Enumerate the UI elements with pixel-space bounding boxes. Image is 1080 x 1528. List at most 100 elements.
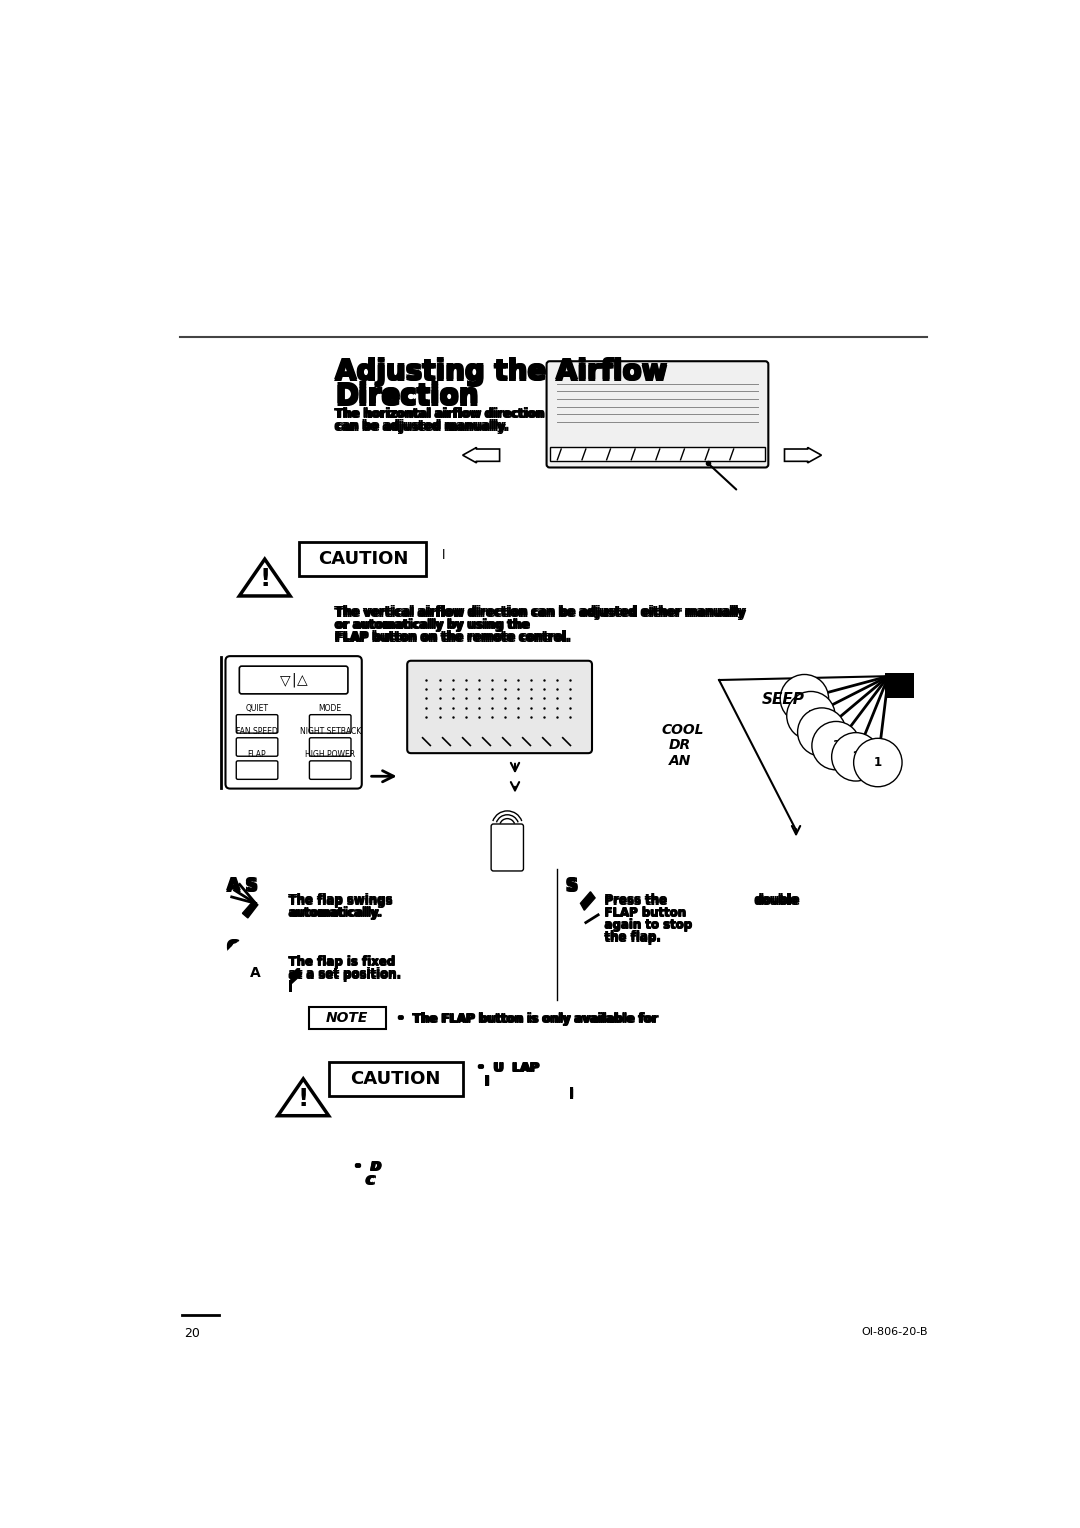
Text: FLAP: FLAP [247,750,267,759]
Text: Adjusting the Airflow: Adjusting the Airflow [336,359,669,387]
Text: FLAP button: FLAP button [605,908,687,920]
Text: •  The FLAP button is only available for: • The FLAP button is only available for [396,1012,657,1025]
Text: •  U  LAP: • U LAP [478,1060,540,1074]
Text: FLAP button on the remote control.: FLAP button on the remote control. [336,630,571,643]
Text: again to stop: again to stop [604,918,691,931]
Text: S: S [567,879,579,895]
Text: double: double [754,894,799,906]
Text: l: l [486,1076,490,1089]
Text: The flap swings: The flap swings [289,895,393,908]
Text: l: l [288,981,292,993]
Text: Direction: Direction [334,382,477,410]
Text: NOTE: NOTE [326,1012,368,1025]
Text: A: A [251,966,261,979]
Text: at a set position.: at a set position. [288,969,401,983]
Text: CAUTION: CAUTION [319,550,408,568]
FancyBboxPatch shape [309,715,351,733]
Text: The flap swings: The flap swings [289,894,393,906]
FancyBboxPatch shape [491,824,524,871]
Text: Adjusting the Airflow: Adjusting the Airflow [336,356,669,385]
Text: The horizontal airflow direction: The horizontal airflow direction [336,408,544,422]
FancyBboxPatch shape [407,660,592,753]
FancyBboxPatch shape [237,761,278,779]
Text: △: △ [297,672,308,688]
Bar [550,446,766,460]
Text: HIGH POWER: HIGH POWER [306,750,355,759]
Text: l: l [570,1088,575,1102]
Text: l: l [289,983,294,995]
FancyBboxPatch shape [237,738,278,756]
Text: The flap is fixed: The flap is fixed [289,955,396,967]
Text: The flap swings: The flap swings [288,894,392,906]
Text: A S: A S [228,877,258,894]
Text: 20: 20 [184,1326,200,1340]
Text: l: l [442,549,445,562]
Text: FLAP button: FLAP button [604,908,685,920]
Text: !: ! [259,567,270,591]
Text: A S: A S [226,877,257,894]
Text: •  U  LAP: • U LAP [478,1062,540,1076]
Text: The vertical airflow direction can be adjusted either manually: The vertical airflow direction can be ad… [334,605,744,619]
Text: or automatically by using the: or automatically by using the [334,617,529,631]
Text: the flap.: the flap. [604,932,660,944]
Text: Direction: Direction [334,384,477,411]
Text: at a set position.: at a set position. [289,969,402,983]
Text: S: S [565,877,577,894]
Text: 1: 1 [874,756,882,769]
Text: The vertical airflow direction can be adjusted either manually: The vertical airflow direction can be ad… [336,605,746,619]
Text: 4: 4 [818,726,826,738]
Text: double: double [754,895,799,908]
FancyArrow shape [784,448,822,463]
Text: at a set position.: at a set position. [288,967,401,981]
Text: Direction: Direction [336,384,480,411]
Text: can be adjusted manually.: can be adjusted manually. [336,420,509,434]
FancyArrow shape [462,448,500,463]
Text: 6: 6 [800,692,809,706]
Text: the flap.: the flap. [605,932,661,944]
Text: •  D: • D [353,1160,380,1172]
Text: !: ! [298,1086,309,1111]
Text: or automatically by using the: or automatically by using the [334,619,529,633]
Text: •  U  LAP: • U LAP [476,1062,539,1076]
FancyBboxPatch shape [299,542,427,576]
Text: FLAP button: FLAP button [605,906,687,918]
Text: COOL: COOL [661,723,704,736]
Text: double: double [755,895,800,908]
Text: Direction: Direction [336,382,480,410]
Text: automatically.: automatically. [289,906,383,918]
Text: The vertical airflow direction can be adjusted either manually: The vertical airflow direction can be ad… [334,607,744,620]
Text: FLAP button on the remote control.: FLAP button on the remote control. [334,630,569,643]
FancyBboxPatch shape [309,738,351,756]
Text: C A: C A [226,940,257,958]
Text: •  The FLAP button is only available for: • The FLAP button is only available for [396,1013,657,1027]
Text: at a set position.: at a set position. [289,967,402,981]
Text: C A: C A [226,938,257,957]
Polygon shape [288,969,301,984]
Text: AN: AN [669,753,691,769]
Text: MODE: MODE [319,704,341,714]
Bar [885,672,914,698]
Text: l: l [569,1086,573,1100]
Text: The horizontal airflow direction: The horizontal airflow direction [334,406,543,420]
Text: C: C [366,1175,376,1189]
Text: S: S [567,877,579,894]
Text: or automatically by using the: or automatically by using the [336,619,530,633]
Text: C A: C A [228,938,259,957]
Text: can be adjusted manually.: can be adjusted manually. [334,420,508,434]
Text: CAUTION: CAUTION [351,1070,441,1088]
Text: 2: 2 [852,750,860,764]
FancyBboxPatch shape [240,666,348,694]
Text: •  D: • D [355,1161,382,1174]
Text: OI-806-20-B: OI-806-20-B [862,1326,928,1337]
Text: or automatically by using the: or automatically by using the [336,617,530,631]
Text: C: C [365,1174,374,1187]
Text: automatically.: automatically. [289,908,383,920]
FancyBboxPatch shape [226,656,362,788]
Polygon shape [242,902,258,918]
Text: 5: 5 [807,709,815,723]
Text: l: l [484,1074,488,1088]
Text: can be adjusted manually.: can be adjusted manually. [336,419,509,432]
Text: l: l [288,983,292,995]
FancyBboxPatch shape [309,1007,386,1028]
Text: ▽: ▽ [280,672,291,688]
